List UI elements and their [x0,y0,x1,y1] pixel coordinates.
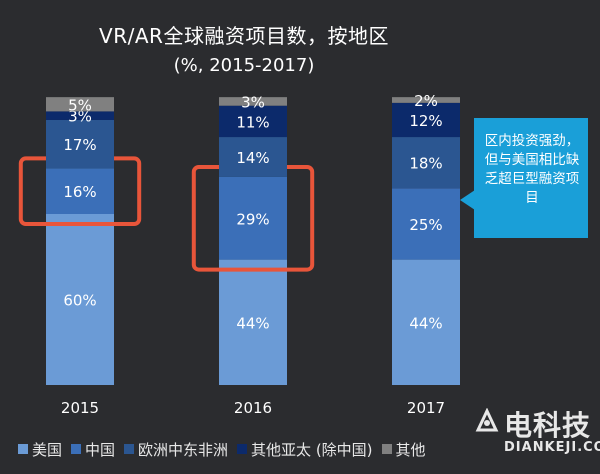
data-label-2015-3: 3% [68,108,92,126]
bar-segment-2015-2 [46,119,114,169]
watermark: 电科技 DIANKEJI.COM [474,404,600,470]
bar-segment-2017-1 [392,188,460,260]
bar-segment-2016-0 [219,259,287,385]
chart-legend: 美国 中国 欧洲中东非洲 其他亚太 (除中国) 其他 [18,437,435,461]
legend-label-1: 中国 [85,440,116,459]
data-label-2017-3: 12% [409,112,442,130]
data-label-2017-4: 2% [414,92,438,110]
legend-item-4: 其他 [381,439,426,460]
chart-title-block: VR/AR全球融资项目数，按地区 (%, 2015-2017) [0,20,600,76]
bar-segment-2016-3 [219,105,287,138]
watermark-subtext: DIANKEJI.COM [504,440,600,455]
chart-subtitle: (%, 2015-2017) [173,55,315,76]
bar-segment-2017-3 [392,102,460,138]
legend-label-0: 美国 [32,440,63,459]
data-label-2015-1: 16% [63,183,96,201]
legend-label-2: 欧洲中东非洲 [138,440,229,459]
x-tick-label-2016: 2016 [234,399,272,417]
legend-swatch-1 [71,444,82,454]
legend-swatch-2 [124,444,135,454]
callout-tail [460,190,475,210]
x-tick-label-2017: 2017 [407,399,445,417]
data-label-2016-2: 14% [236,149,269,167]
bar-segment-2017-4 [392,97,460,103]
callout-box: 区内投资强劲，但与美国相比缺乏超巨型融资项目 [474,118,588,238]
legend-swatch-0 [18,444,28,454]
data-label-2015-0: 60% [63,292,96,310]
bar-segment-2016-4 [219,97,287,106]
data-label-2015-2: 17% [63,136,96,154]
data-label-2016-1: 29% [236,210,269,228]
legend-label-3: 其他亚太 (除中国) [251,440,373,459]
bar-segment-2015-1 [46,168,114,214]
bar-segment-2016-1 [219,176,287,260]
data-label-2017-1: 25% [409,216,442,234]
legend-swatch-4 [381,444,392,454]
data-label-2015-4: 5% [68,96,92,114]
bar-segment-2015-0 [46,214,114,385]
watermark-text: 电科技 [504,409,592,442]
bar-segment-2015-3 [46,111,114,120]
x-tick-label-2015: 2015 [61,399,99,417]
bar-segment-2017-0 [392,259,460,385]
legend-item-2: 欧洲中东非洲 [124,439,228,460]
watermark-logo-icon [475,408,499,432]
chart-title: VR/AR全球融资项目数，按地区 [99,24,389,48]
bar-segment-2017-2 [392,137,460,189]
legend-label-4: 其他 [395,440,426,459]
legend-item-0: 美国 [18,439,62,460]
data-label-2016-3: 11% [236,113,269,131]
legend-item-3: 其他亚太 (除中国) [237,439,373,460]
data-label-2017-2: 18% [409,155,442,173]
legend-item-1: 中国 [71,439,115,460]
bar-segment-2016-2 [219,137,287,177]
bar-segment-2015-4 [46,97,114,112]
data-label-2016-0: 44% [236,314,269,332]
data-label-2017-0: 44% [409,314,442,332]
data-label-2016-4: 3% [241,93,265,111]
legend-swatch-3 [237,444,248,454]
